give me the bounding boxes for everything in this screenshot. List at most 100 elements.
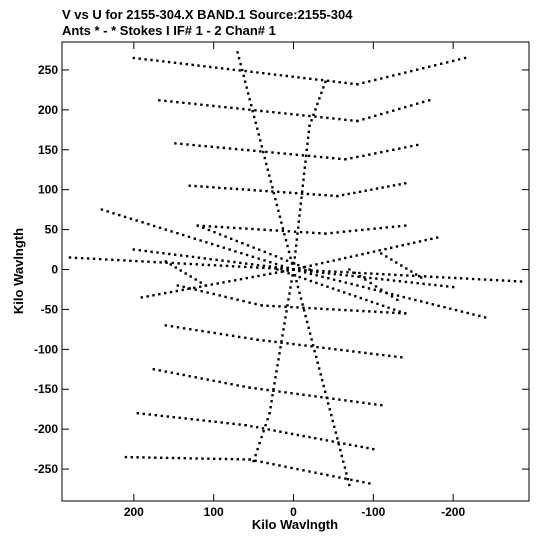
uv-point: [207, 457, 210, 460]
uv-point: [196, 224, 199, 227]
uv-point: [194, 288, 197, 291]
uv-point: [291, 261, 294, 265]
uv-point: [434, 283, 437, 287]
uv-point: [338, 117, 341, 121]
uv-point: [135, 259, 138, 263]
uv-point: [278, 390, 281, 393]
uv-point: [206, 104, 209, 107]
uv-point: [199, 285, 202, 288]
uv-point: [385, 291, 388, 294]
uv-point: [253, 115, 256, 119]
uv-point: [495, 279, 499, 282]
uv-point: [172, 416, 175, 419]
x-tick-label: -100: [361, 505, 385, 519]
uv-point: [328, 270, 331, 273]
uv-point: [298, 214, 301, 217]
uv-point: [262, 339, 265, 342]
uv-point: [239, 227, 242, 230]
uv-point: [262, 266, 265, 270]
uv-point: [307, 130, 310, 133]
uv-point: [199, 239, 202, 242]
uv-point: [269, 261, 272, 264]
uv-point: [283, 322, 286, 325]
uv-point: [397, 225, 401, 228]
uv-point: [254, 459, 257, 462]
uv-point: [370, 188, 373, 191]
uv-point: [301, 154, 305, 157]
uv-point: [348, 443, 352, 446]
uv-point: [322, 269, 325, 273]
uv-point: [367, 251, 370, 255]
plot-frame: [61, 41, 530, 502]
uv-point: [326, 285, 329, 288]
uv-point: [348, 268, 351, 271]
uv-point: [310, 345, 313, 348]
uv-point: [267, 72, 271, 76]
uv-point: [313, 155, 317, 158]
uv-point: [305, 320, 309, 324]
uv-point: [263, 273, 266, 277]
uv-point: [68, 256, 72, 259]
uv-point: [384, 247, 387, 251]
uv-point: [203, 65, 206, 68]
uv-point: [391, 225, 395, 228]
y-tick-label: 100: [38, 183, 58, 197]
uv-point: [351, 274, 354, 278]
uv-point: [286, 244, 289, 248]
uv-point: [303, 166, 306, 169]
uv-point: [275, 229, 278, 232]
uv-point: [388, 273, 391, 276]
uv-point: [176, 372, 179, 376]
uv-point: [308, 332, 312, 335]
uv-point: [332, 278, 336, 281]
uv-point: [233, 260, 236, 264]
uv-point: [376, 302, 379, 306]
uv-point: [352, 271, 355, 274]
uv-point: [170, 325, 174, 328]
uv-point: [354, 229, 358, 232]
uv-point: [324, 390, 327, 393]
uv-point: [279, 346, 282, 349]
uv-point: [293, 230, 297, 233]
uv-point: [466, 311, 469, 315]
uv-point: [326, 473, 329, 477]
uv-point: [416, 282, 419, 285]
uv-point: [170, 100, 173, 103]
uv-point: [295, 153, 298, 156]
uv-point: [188, 287, 191, 290]
uv-point: [296, 232, 299, 235]
uv-point: [489, 278, 493, 282]
uv-point: [313, 349, 316, 353]
uv-point: [248, 386, 251, 389]
uv-point: [348, 483, 351, 487]
uv-point: [385, 226, 388, 229]
uv-point: [448, 276, 451, 279]
uv-point: [402, 295, 405, 299]
uv-point: [404, 224, 407, 227]
uv-point: [353, 191, 356, 195]
uv-point: [215, 258, 218, 262]
uv-point: [195, 457, 198, 460]
uv-point: [213, 264, 217, 267]
uv-point: [322, 346, 325, 349]
uv-point: [156, 251, 159, 254]
uv-point: [256, 263, 260, 267]
uv-point: [347, 192, 350, 196]
uv-point: [408, 297, 411, 300]
uv-point: [284, 112, 287, 115]
uv-point: [112, 212, 115, 215]
uv-point: [266, 168, 269, 171]
uv-point: [266, 418, 269, 421]
uv-point: [471, 277, 475, 281]
uv-point: [348, 293, 351, 296]
uv-point: [274, 376, 277, 379]
uv-point: [273, 382, 276, 385]
uv-point: [225, 333, 229, 337]
uv-point: [218, 294, 221, 297]
uv-point: [216, 244, 220, 248]
uv-point: [314, 108, 317, 111]
uv-point: [170, 371, 173, 374]
uv-point: [367, 287, 371, 290]
uv-point: [273, 429, 276, 432]
